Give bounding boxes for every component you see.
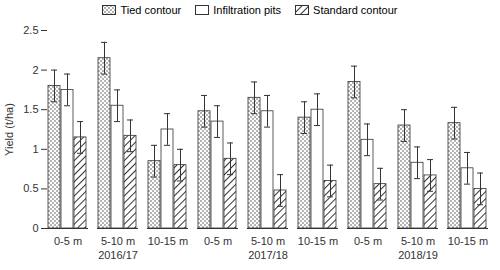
html-text:Infiltration pits: Infiltration pits: [213, 4, 282, 16]
svg-text:10-15 m: 10-15 m: [148, 235, 188, 247]
svg-text:2017/18: 2017/18: [248, 249, 288, 261]
svg-text:5-10 m: 5-10 m: [101, 235, 135, 247]
svg-text:0-5 m: 0-5 m: [354, 235, 382, 247]
svg-text:2: 2: [32, 64, 38, 76]
svg-text:0.5: 0.5: [23, 182, 38, 194]
svg-text:1: 1: [32, 143, 38, 155]
svg-text:5-10 m: 5-10 m: [251, 235, 285, 247]
svg-text:2.5: 2.5: [23, 24, 38, 36]
svg-text:2018/19: 2018/19: [398, 249, 438, 261]
svg-text:0: 0: [32, 222, 38, 234]
svg-text:2016/17: 2016/17: [98, 249, 138, 261]
svg-text:5-10 m: 5-10 m: [401, 235, 435, 247]
svg-text:10-15 m: 10-15 m: [298, 235, 338, 247]
svg-text:0-5 m: 0-5 m: [204, 235, 232, 247]
svg-text:1.5: 1.5: [23, 103, 38, 115]
html-text:Standard contour: Standard contour: [313, 4, 398, 16]
svg-text:10-15 m: 10-15 m: [448, 235, 488, 247]
svg-text:0-5 m: 0-5 m: [54, 235, 82, 247]
svg-text:Yield (t/ha): Yield (t/ha): [3, 103, 15, 156]
html-text:Tied contour: Tied contour: [120, 4, 182, 16]
